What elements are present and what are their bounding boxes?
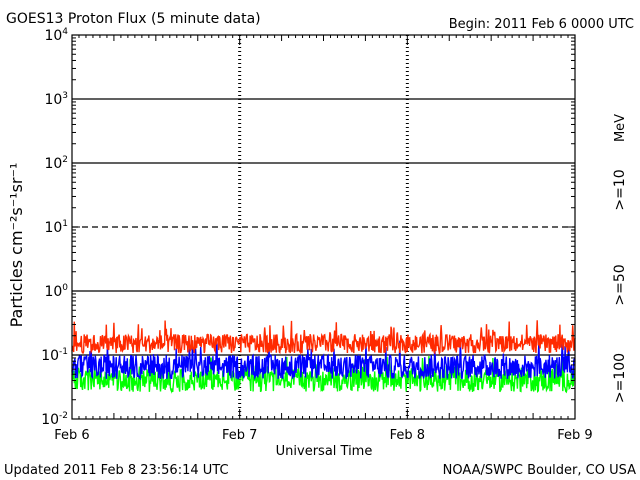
x-tick-labels: Feb 6 Feb 7 Feb 8 Feb 9 [54, 428, 592, 443]
x-tick-label: Feb 7 [222, 428, 257, 443]
y-tick-labels: 10-2 10-1 100 101 102 103 104 [41, 27, 68, 428]
grid-layer [72, 35, 575, 419]
y-tick-label: 104 [44, 27, 68, 44]
series-layer [71, 320, 576, 394]
y-tick-label: 103 [44, 91, 68, 108]
updated-timestamp: Updated 2011 Feb 8 23:56:14 UTC [4, 463, 229, 478]
legend-ge100: >=100 [612, 353, 628, 403]
y-tick-label: 10-1 [41, 347, 68, 364]
y-tick-label: 10-2 [41, 411, 68, 428]
chart-title: GOES13 Proton Flux (5 minute data) [6, 11, 261, 27]
frame-layer [71, 34, 576, 420]
x-axis-label: Universal Time [276, 444, 373, 459]
series-line-ge50 [71, 340, 576, 381]
series-line-ge100 [71, 355, 576, 394]
series-line-ge10 [71, 320, 576, 355]
legend-ge10: >=10 [612, 169, 628, 210]
x-tick-label: Feb 9 [557, 428, 592, 443]
units-label-mev: MeV [613, 114, 628, 142]
x-tick-label: Feb 6 [54, 428, 89, 443]
legend-ge50: >=50 [612, 264, 628, 305]
y-tick-label: 101 [44, 219, 68, 236]
y-axis-label: Particles cm⁻²s⁻¹sr⁻¹ [7, 163, 26, 328]
y-tick-label: 102 [44, 155, 68, 172]
begin-time: Begin: 2011 Feb 6 0000 UTC [449, 17, 634, 32]
y-tick-label: 100 [44, 283, 68, 300]
x-tick-label: Feb 8 [390, 428, 425, 443]
credit-text: NOAA/SWPC Boulder, CO USA [443, 463, 636, 478]
